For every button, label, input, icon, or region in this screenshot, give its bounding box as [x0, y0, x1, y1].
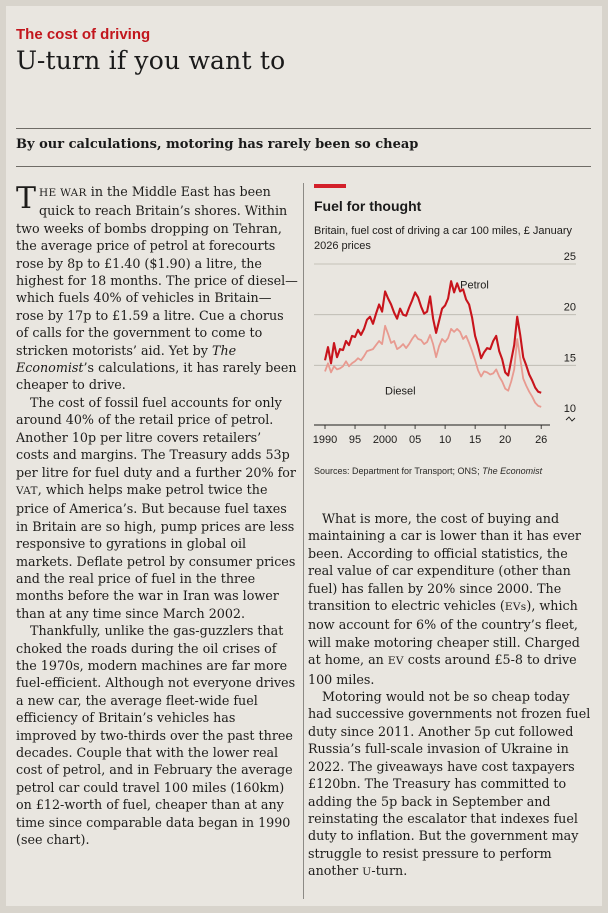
column-divider: [303, 183, 304, 899]
y-tick-label: 10: [564, 403, 576, 415]
x-tick-label: 15: [469, 434, 481, 446]
y-tick-label: 25: [564, 251, 576, 263]
paragraph-4-text-b: ), which now account for 6% of the count…: [308, 598, 580, 668]
y-tick-label: 20: [564, 302, 576, 314]
fuel-cost-line-chart: 10 15 20 25 1990 95 2000 05 10 15 20 26 Petrol Diesel: [313, 251, 576, 446]
axis-break-mark: [565, 416, 576, 422]
x-tick-label: 2000: [373, 434, 397, 446]
subhead-top-rule: [16, 128, 591, 129]
paragraph-1: T HE WAR in the Middle East has been quic…: [16, 183, 298, 394]
paragraph-5-text-b: -turn.: [371, 863, 408, 879]
chart-source-publication: The Economist: [482, 466, 543, 476]
ev-abbrev: EV: [387, 655, 404, 668]
magazine-page: The cost of driving U-turn if you want t…: [6, 6, 602, 906]
chart-subtitle: Britain, fuel cost of driving a car 100 …: [314, 225, 573, 252]
publication-name: The Economist: [16, 342, 237, 376]
x-tick-label: 10: [439, 434, 451, 446]
chart-source-text: Sources: Department for Transport; ONS;: [314, 466, 483, 476]
series-line-diesel: [324, 324, 542, 408]
chart-panel: Fuel for thought Britain, fuel cost of d…: [308, 182, 594, 482]
paragraph-1-text: in the Middle East has been quick to rea…: [16, 184, 298, 358]
x-tick-label: 26: [535, 434, 547, 446]
vat-abbrev: VAT: [16, 484, 38, 497]
x-tick-label: 1990: [313, 434, 337, 446]
series-label-petrol: Petrol: [460, 279, 489, 291]
subheadline: By our calculations, motoring has rarely…: [16, 137, 419, 152]
x-tick-label: 05: [409, 434, 421, 446]
paragraph-2-text-a: The cost of fossil fuel accounts for onl…: [16, 394, 296, 480]
x-tick-label: 95: [349, 434, 361, 446]
paragraph-4: What is more, the cost of buying and mai…: [308, 510, 594, 688]
paragraph-3: Thankfully, unlike the gas-guzzlers that…: [16, 623, 296, 848]
evs-abbrev: EVs: [504, 601, 527, 614]
chart-source: Sources: Department for Transport; ONS; …: [314, 466, 594, 476]
article-column-2: What is more, the cost of buying and mai…: [308, 510, 594, 882]
series-line-petrol: [323, 280, 542, 394]
paragraph-1-end: ’s calculations, it has rarely been chea…: [16, 360, 297, 393]
y-tick-label: 15: [564, 352, 576, 364]
headline: U-turn if you want to: [16, 46, 286, 75]
paragraph-5-text-a: Motoring would not be so cheap today had…: [308, 689, 591, 879]
lead-small-caps: HE WAR: [39, 187, 87, 199]
chart-title: Fuel for thought: [314, 198, 422, 214]
paragraph-4-text-a: What is more, the cost of buying and mai…: [308, 511, 581, 614]
drop-cap: T: [16, 181, 37, 216]
subhead-bottom-rule: [16, 166, 591, 167]
section-rubric: The cost of driving: [16, 26, 151, 43]
x-tick-label: 20: [499, 434, 511, 446]
paragraph-4-text-c: costs around £5-8 to drive 100 miles.: [308, 652, 577, 687]
series-label-diesel: Diesel: [385, 386, 416, 398]
chart-accent-bar: [314, 184, 346, 188]
paragraph-2-text-b: , which helps make petrol twice the pric…: [16, 481, 296, 621]
u-small-cap: U: [362, 866, 372, 879]
article-column-1: T HE WAR in the Middle East has been quic…: [16, 183, 298, 848]
paragraph-2: The cost of fossil fuel accounts for onl…: [16, 394, 298, 622]
paragraph-5: Motoring would not be so cheap today had…: [308, 688, 594, 881]
